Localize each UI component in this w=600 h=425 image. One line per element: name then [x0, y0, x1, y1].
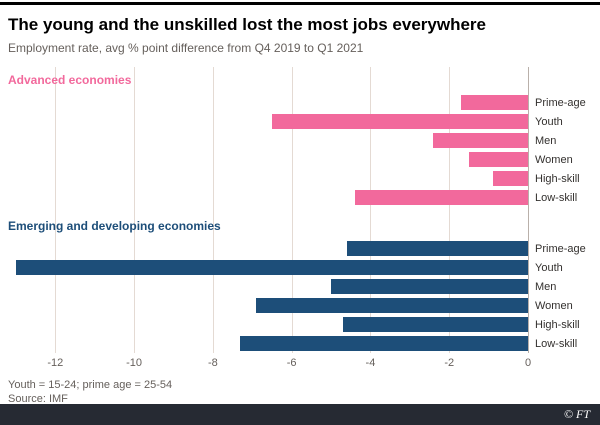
- bar-track: [8, 258, 528, 277]
- bar-row: Women: [8, 296, 592, 315]
- category-label: Low-skill: [535, 191, 578, 204]
- category-label: High-skill: [535, 172, 580, 185]
- bar-advanced-high-skill: [492, 171, 528, 186]
- bar-emerging-men: [331, 279, 528, 294]
- x-tick-label: -8: [207, 357, 218, 369]
- bar-track: [8, 315, 528, 334]
- x-tick-label: -12: [47, 357, 64, 369]
- bar-row: Prime-age: [8, 239, 592, 258]
- bar-emerging-women: [256, 298, 528, 313]
- ft-credit: © FT: [563, 407, 590, 421]
- chart-subtitle: Employment rate, avg % point difference …: [8, 41, 364, 55]
- bar-advanced-low-skill: [354, 190, 528, 205]
- category-label: Men: [535, 134, 557, 147]
- category-label: Low-skill: [535, 337, 578, 350]
- bar-track: [8, 239, 528, 258]
- bar-track: [8, 150, 528, 169]
- plot-area: Advanced economies Prime-age Youth Men Women…: [8, 67, 592, 369]
- x-tick-label: -2: [444, 357, 455, 369]
- bar-row: Low-skill: [8, 334, 592, 353]
- bar-advanced-women: [468, 152, 528, 167]
- x-tick-label: -4: [365, 357, 376, 369]
- category-label: Prime-age: [535, 96, 586, 109]
- series-header: Emerging and developing economies: [8, 213, 592, 239]
- bar-track: [8, 188, 528, 207]
- bar-row: Men: [8, 131, 592, 150]
- footnote: Youth = 15-24; prime age = 25-54: [8, 379, 173, 391]
- gridline: [449, 67, 451, 353]
- source-label: Source: IMF: [8, 393, 68, 405]
- gridline: [212, 67, 214, 353]
- category-label: Youth: [535, 115, 563, 128]
- bar-row: High-skill: [8, 169, 592, 188]
- x-tick-label: -10: [126, 357, 142, 369]
- bar-emerging-low-skill: [240, 336, 528, 351]
- bar-track: [8, 277, 528, 296]
- bar-row: High-skill: [8, 315, 592, 334]
- category-label: Women: [535, 153, 573, 166]
- x-tick-label: -6: [286, 357, 297, 369]
- bar-emerging-high-skill: [342, 317, 528, 332]
- bar-advanced-youth: [271, 114, 528, 129]
- bar-track: [8, 296, 528, 315]
- bar-track: [8, 131, 528, 150]
- chart-title: The young and the unskilled lost the mos…: [8, 15, 486, 34]
- series-label: Advanced economies: [8, 73, 132, 87]
- bar-advanced-prime-age: [461, 95, 528, 110]
- bar-row: Prime-age: [8, 93, 592, 112]
- bar-row: Youth: [8, 112, 592, 131]
- category-label: Women: [535, 299, 573, 312]
- category-label: High-skill: [535, 318, 580, 331]
- bar-track: [8, 112, 528, 131]
- bar-row: Youth: [8, 258, 592, 277]
- bar-row: Men: [8, 277, 592, 296]
- gridline: [134, 67, 136, 353]
- gridline: [291, 67, 293, 353]
- bar-emerging-youth: [15, 260, 528, 275]
- gridline: [55, 67, 57, 353]
- bar-advanced-men: [433, 133, 528, 148]
- grid-layer: [8, 67, 529, 353]
- bar-track: [8, 169, 528, 188]
- category-label: Men: [535, 280, 557, 293]
- bar-track: [8, 334, 528, 353]
- ft-footer-bar: © FT: [0, 404, 600, 425]
- bar-track: [8, 93, 528, 112]
- x-axis: -12 -10 -8 -6 -4 -2 0: [8, 353, 532, 369]
- bar-emerging-prime-age: [346, 241, 528, 256]
- top-rule: [0, 2, 600, 5]
- category-label: Youth: [535, 261, 563, 274]
- bar-row: Women: [8, 150, 592, 169]
- x-tick-label: 0: [524, 357, 532, 369]
- series-label: Emerging and developing economies: [8, 219, 221, 233]
- zero-gridline: [528, 67, 529, 353]
- series-header: Advanced economies: [8, 67, 592, 93]
- bar-row: Low-skill: [8, 188, 592, 207]
- gridline: [370, 67, 372, 353]
- category-label: Prime-age: [535, 242, 586, 255]
